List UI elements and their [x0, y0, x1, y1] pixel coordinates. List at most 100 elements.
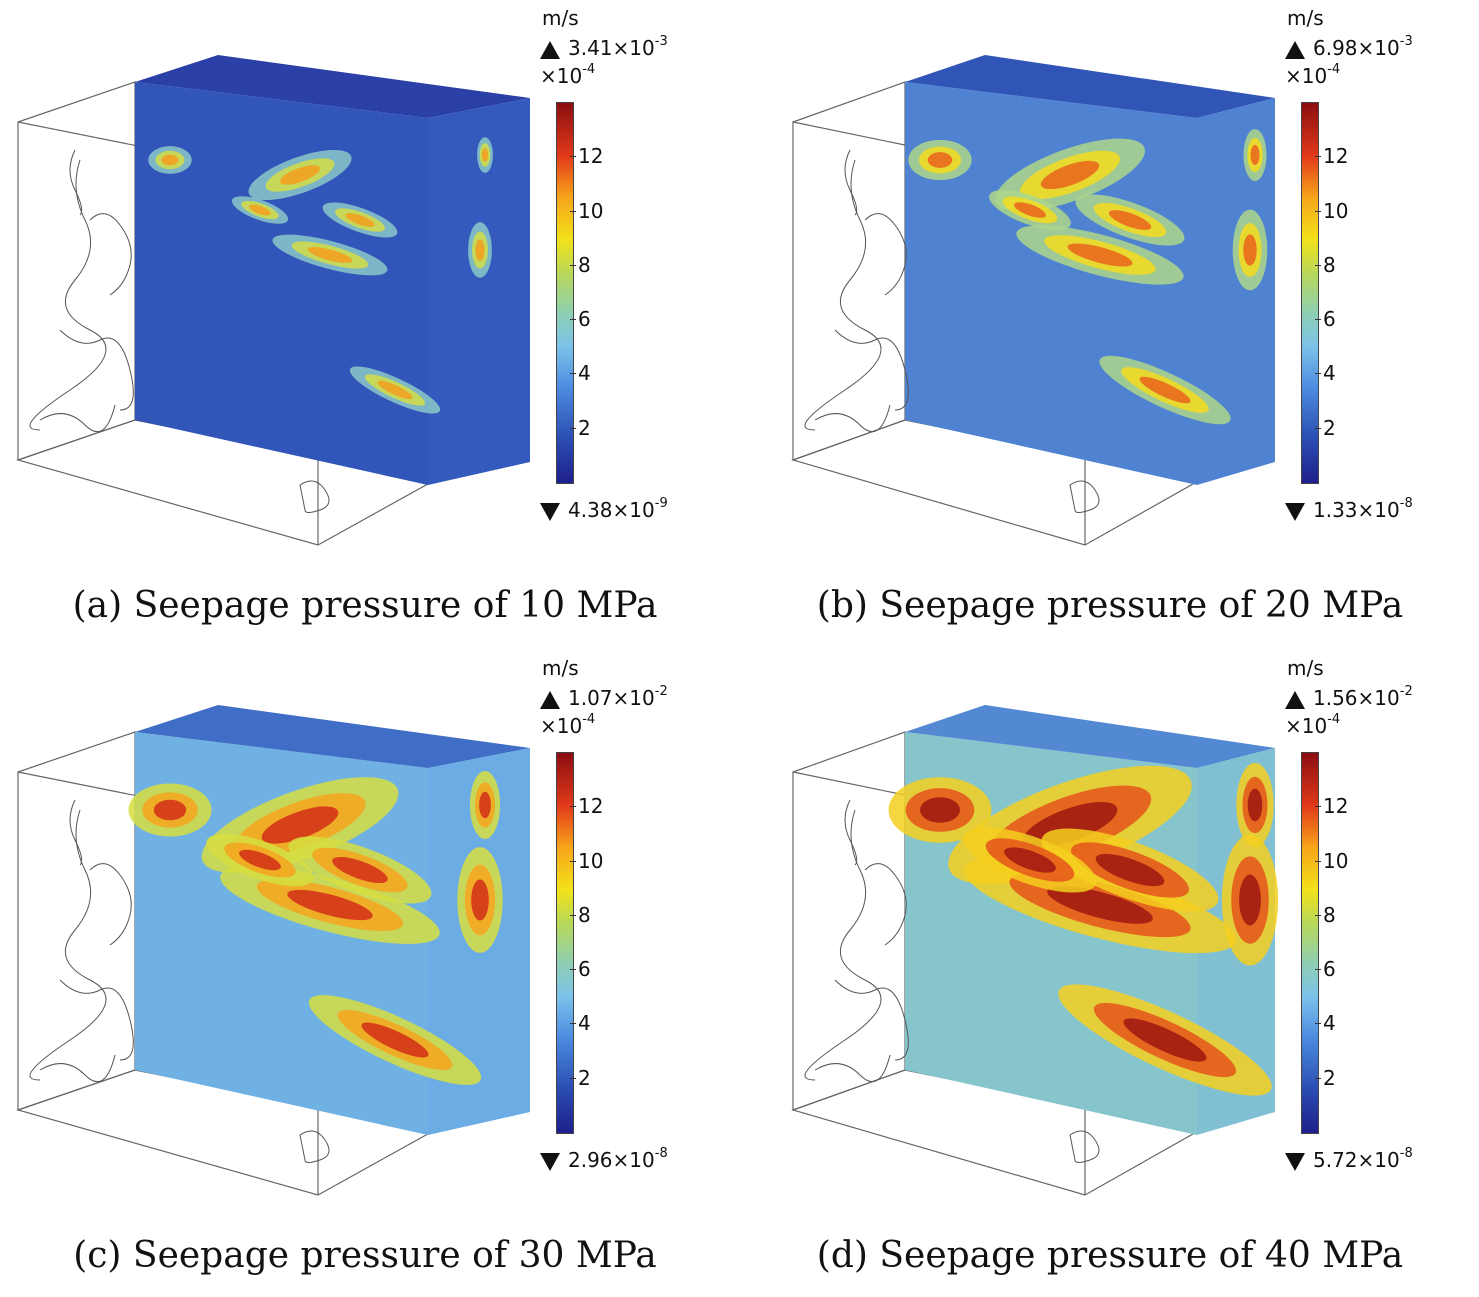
- seepage-hotspot: [345, 213, 375, 227]
- max-mantissa: 6.98×10: [1313, 36, 1400, 60]
- colorbar-tick-label: 6: [570, 307, 591, 332]
- seepage-hotspot: [471, 879, 489, 921]
- colorbar-tick-label: 8: [1315, 252, 1336, 277]
- colorbar-legend: m/s 3.41×10-3 ×10-4 2 4 6 8 10 12 4.38×10-9: [530, 0, 730, 560]
- max-mantissa: 1.07×10: [568, 686, 655, 710]
- colorbar-legend: m/s 1.56×10-2 ×10-4 2 4 6 8 10 12 5.72×10-8: [1275, 650, 1475, 1210]
- colorbar-legend: m/s 6.98×10-3 ×10-4 2 4 6 8 10 12 1.33×10-8: [1275, 0, 1475, 560]
- colorbar-ticks: 2 4 6 8 10 12: [1314, 752, 1383, 1132]
- panel-c: m/s 1.07×10-2 ×10-4 2 4 6 8 10 12 2.96×10-8 (…: [0, 650, 730, 1290]
- max-exponent: -3: [1399, 34, 1413, 49]
- colorbar-tick-label: 8: [570, 902, 591, 927]
- colorbar-tick-label: 4: [570, 1011, 591, 1036]
- max-exponent: -2: [1399, 684, 1413, 699]
- colorbar-tick-label: 12: [569, 144, 604, 169]
- max-value: 3.41×10-3: [540, 34, 668, 60]
- triangle-up-icon: [540, 40, 560, 59]
- unit-label: m/s: [542, 656, 579, 680]
- seepage-hotspot: [1239, 874, 1261, 926]
- max-value: 6.98×10-3: [1285, 34, 1413, 60]
- colorbar-tick-label: 10: [569, 848, 604, 873]
- scale-exponent: -4: [582, 712, 596, 727]
- seepage-hotspot: [1067, 243, 1133, 267]
- scale-exponent: -4: [582, 62, 596, 77]
- colorbar-tick-label: 10: [1314, 848, 1349, 873]
- seepage-hotspot: [1095, 853, 1165, 887]
- panel-b: m/s 6.98×10-3 ×10-4 2 4 6 8 10 12 1.33×10-8 (…: [745, 0, 1475, 640]
- colorbar-scale: ×10-4: [1285, 62, 1340, 88]
- colorbar-tick-label: 12: [569, 794, 604, 819]
- triangle-up-icon: [540, 690, 560, 709]
- min-mantissa: 1.33×10: [1313, 498, 1400, 522]
- seepage-hotspots: [128, 770, 503, 1085]
- colorbar-tick-label: 8: [1315, 902, 1336, 927]
- max-value: 1.56×10-2: [1285, 684, 1413, 710]
- seepage-hotspot: [279, 165, 321, 185]
- seepage-hotspot: [919, 797, 961, 823]
- colorbar-tick-label: 4: [1315, 1011, 1336, 1036]
- colorbar-scale: ×10-4: [1285, 712, 1340, 738]
- seepage-hotspot: [1040, 160, 1100, 190]
- colorbar-tick-label: 2: [570, 1065, 591, 1090]
- panel-a: m/s 3.41×10-3 ×10-4 2 4 6 8 10 12 4.38×10-9 (…: [0, 0, 730, 640]
- seepage-hotspot: [307, 247, 353, 263]
- model-front-face: [135, 82, 428, 485]
- colorbar-gradient: [1301, 752, 1319, 1134]
- seepage-hotspot: [1047, 886, 1153, 924]
- seepage-hotspot: [1243, 234, 1257, 266]
- seepage-velocity-plot: [791, 55, 1275, 546]
- seepage-hotspot: [481, 148, 489, 162]
- scale-base: ×10: [1285, 714, 1328, 738]
- triangle-down-icon: [1285, 502, 1305, 521]
- seepage-hotspot: [332, 856, 388, 884]
- unit-label: m/s: [1287, 656, 1324, 680]
- triangle-down-icon: [1285, 1152, 1305, 1171]
- colorbar-ticks: 2 4 6 8 10 12: [569, 102, 638, 482]
- unit-label: m/s: [1287, 6, 1324, 30]
- min-mantissa: 2.96×10: [568, 1148, 655, 1172]
- colorbar-scale: ×10-4: [540, 62, 595, 88]
- seepage-hotspot: [1247, 788, 1263, 822]
- seepage-hotspot: [475, 239, 485, 261]
- model-side-face: [1197, 98, 1275, 485]
- colorbar-tick-label: 2: [1315, 415, 1336, 440]
- colorbar-tick-label: 2: [570, 415, 591, 440]
- seepage-velocity-plot: [791, 705, 1279, 1196]
- colorbar-tick-label: 12: [1314, 144, 1349, 169]
- seepage-hotspots: [888, 762, 1279, 1096]
- max-mantissa: 1.56×10: [1313, 686, 1400, 710]
- seepage-hotspot: [1014, 202, 1046, 218]
- seepage-hotspot: [261, 806, 339, 844]
- model-top-face: [905, 705, 1275, 768]
- scale-base: ×10: [540, 714, 583, 738]
- fracture-network: [804, 799, 1100, 1163]
- seepage-hotspot: [1250, 144, 1260, 166]
- fracture-network: [29, 799, 330, 1163]
- model-top-face: [135, 705, 530, 768]
- seepage-hotspot: [479, 791, 491, 819]
- seepage-hotspot: [1004, 847, 1056, 873]
- seepage-hotspot: [1139, 376, 1191, 404]
- min-value: 4.38×10-9: [540, 496, 668, 522]
- seepage-hotspot: [161, 154, 179, 166]
- fracture-network: [29, 149, 330, 513]
- scale-base: ×10: [540, 64, 583, 88]
- colorbar-gradient: [556, 102, 574, 484]
- max-exponent: -3: [654, 34, 668, 49]
- panel-d: m/s 1.56×10-2 ×10-4 2 4 6 8 10 12 5.72×10-8 (…: [745, 650, 1475, 1290]
- scale-exponent: -4: [1327, 62, 1341, 77]
- colorbar-gradient: [1301, 102, 1319, 484]
- seepage-hotspots: [148, 137, 493, 414]
- min-value: 5.72×10-8: [1285, 1146, 1413, 1172]
- panel-caption: (a) Seepage pressure of 10 MPa: [72, 585, 658, 626]
- fracture-network: [804, 149, 1100, 513]
- triangle-up-icon: [1285, 40, 1305, 59]
- seepage-hotspot: [153, 799, 187, 821]
- seepage-hotspot: [239, 849, 281, 871]
- min-value: 2.96×10-8: [540, 1146, 668, 1172]
- colorbar-scale: ×10-4: [540, 712, 595, 738]
- seepage-velocity-plot: [15, 705, 530, 1196]
- colorbar-tick-label: 10: [1314, 198, 1349, 223]
- seepage-hotspot: [1108, 210, 1152, 230]
- max-exponent: -2: [654, 684, 668, 699]
